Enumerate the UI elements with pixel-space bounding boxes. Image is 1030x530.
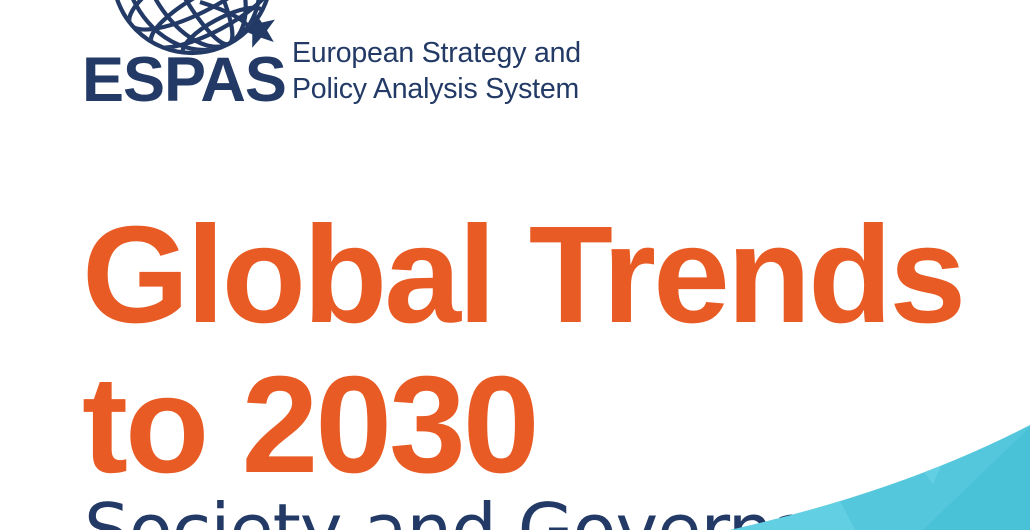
espas-wordmark: ESPAS xyxy=(82,45,287,115)
org-name-line1: European Strategy and xyxy=(292,37,581,69)
report-title-line2: to 2030 xyxy=(82,348,540,502)
decorative-globe-segment xyxy=(730,425,1030,530)
facet-light-bottom xyxy=(730,487,855,530)
globe-icon xyxy=(115,0,275,56)
report-title-line1: Global Trends xyxy=(82,198,966,352)
org-name-line2: Policy Analysis System xyxy=(292,72,580,105)
report-title: Global Trends to 2030 xyxy=(82,198,966,502)
star-icon xyxy=(240,11,275,48)
org-name: European Strategy and Policy Analysis Sy… xyxy=(292,36,581,107)
facet-dark-right xyxy=(920,425,1030,530)
